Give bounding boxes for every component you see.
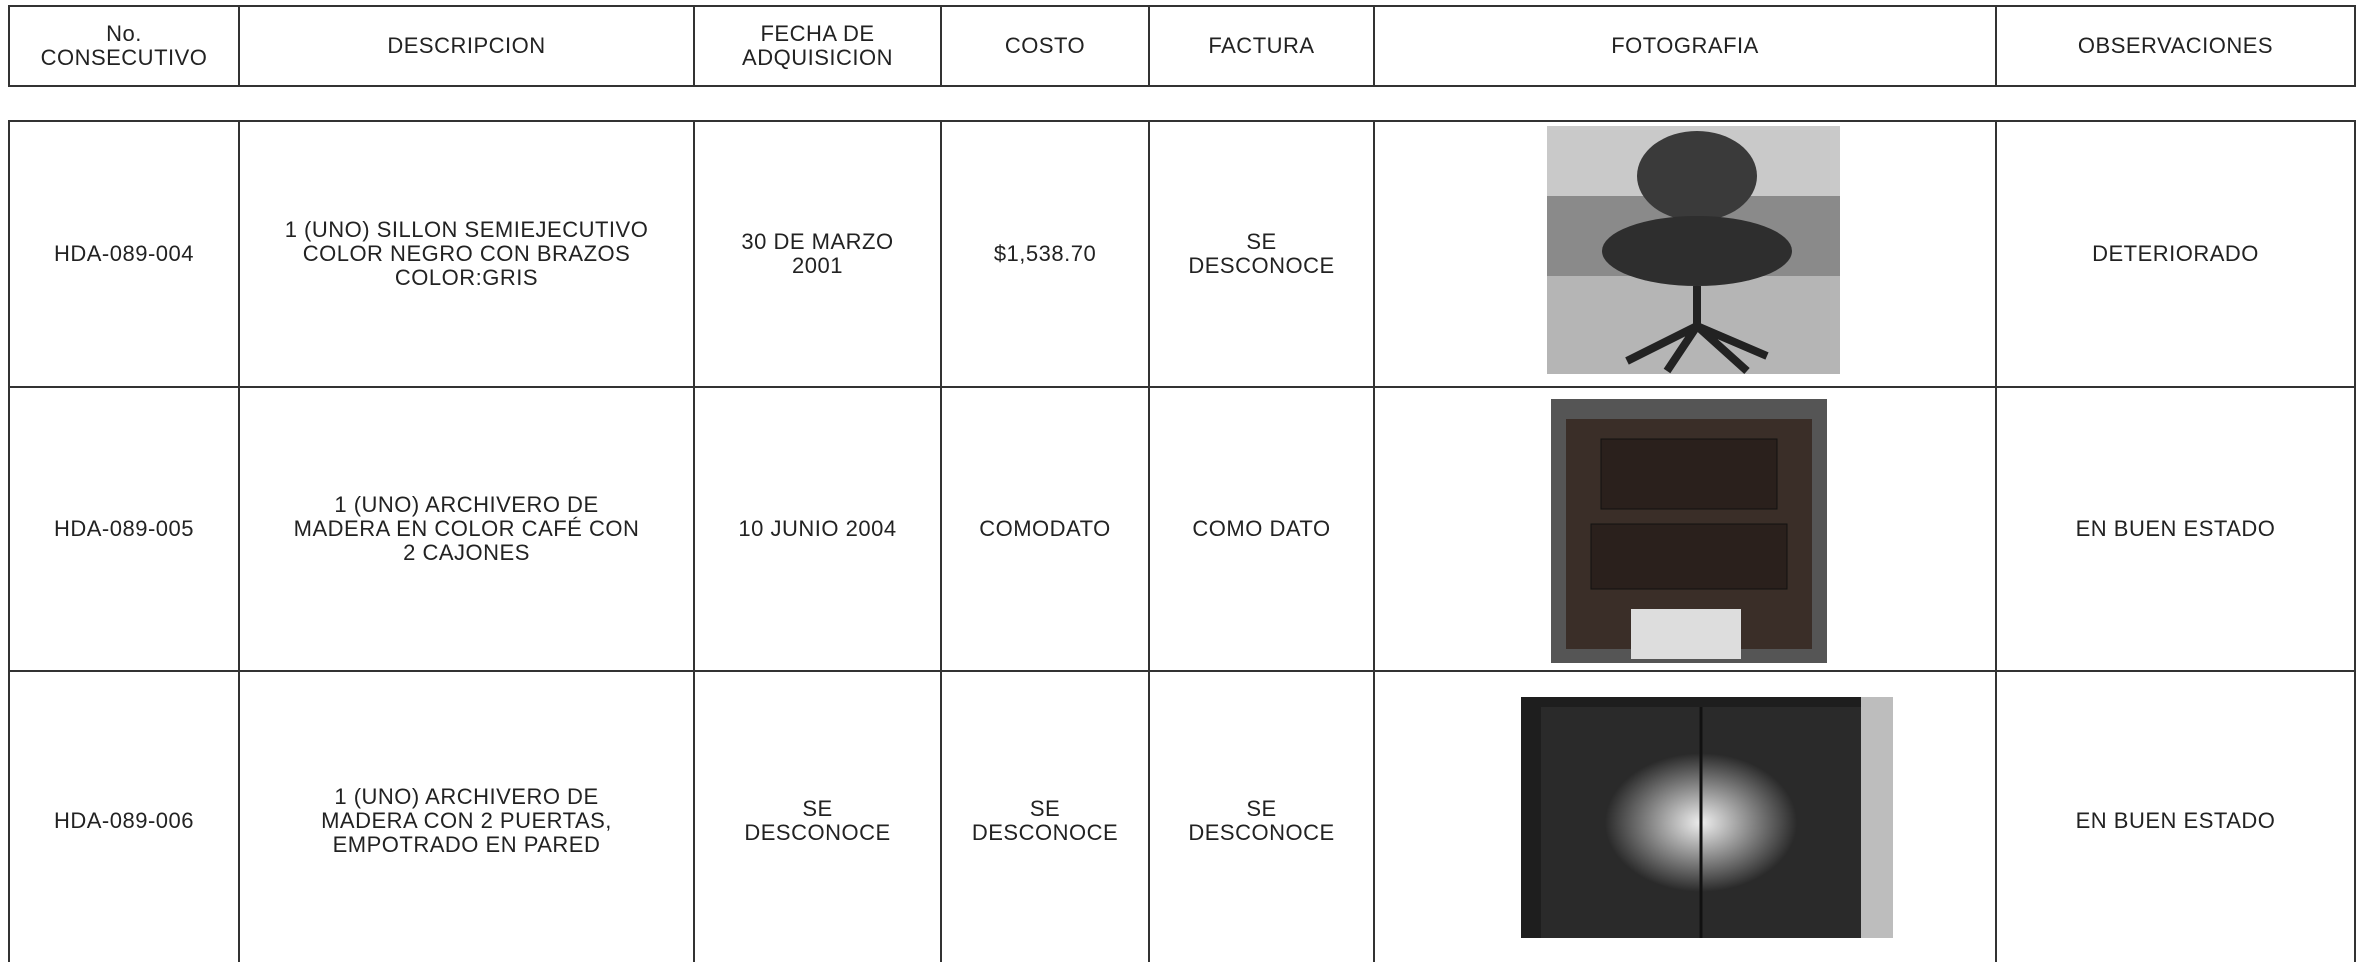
cell-text: FACTURA <box>1208 33 1315 58</box>
cell-text: COMODATO <box>979 516 1111 541</box>
cell-text: EN BUEN ESTADO <box>2075 808 2276 833</box>
table-cell: $1,538.70 <box>940 120 1150 388</box>
photo-built-in-cabinet <box>1521 697 1893 938</box>
table-cell: EN BUEN ESTADO <box>1995 670 2356 962</box>
table-cell: 1 (UNO) SILLON SEMIEJECUTIVO COLOR NEGRO… <box>238 120 695 388</box>
cell-text: COMO DATO <box>1192 516 1331 541</box>
table-cell: COMODATO <box>940 386 1150 672</box>
cell-text: SE DESCONOCE <box>744 796 891 845</box>
cell-text: $1,538.70 <box>993 241 1097 266</box>
cell-text: HDA-089-004 <box>53 241 194 266</box>
table-cell: COMO DATO <box>1148 386 1375 672</box>
table-cell: 10 JUNIO 2004 <box>693 386 942 672</box>
table-cell: COSTO <box>940 5 1150 87</box>
table-cell: HDA-089-005 <box>8 386 240 672</box>
photo-cabinet <box>1551 399 1827 663</box>
cell-text: No. CONSECUTIVO <box>40 21 208 70</box>
cell-text: COSTO <box>1004 33 1086 58</box>
table-cell: 30 DE MARZO 2001 <box>693 120 942 388</box>
cell-text: 1 (UNO) ARCHIVERO DE MADERA EN COLOR CAF… <box>293 492 640 565</box>
cell-text: 1 (UNO) ARCHIVERO DE MADERA CON 2 PUERTA… <box>321 784 612 857</box>
table-cell: HDA-089-004 <box>8 120 240 388</box>
table-cell: FACTURA <box>1148 5 1375 87</box>
table-cell: No. CONSECUTIVO <box>8 5 240 87</box>
cell-text: 10 JUNIO 2004 <box>738 516 897 541</box>
table-cell: DETERIORADO <box>1995 120 2356 388</box>
table-cell: SE DESCONOCE <box>1148 120 1375 388</box>
cell-text: FECHA DE ADQUISICION <box>742 21 893 70</box>
table-cell: FOTOGRAFIA <box>1373 5 1997 87</box>
cell-text: HDA-089-006 <box>53 808 194 833</box>
cell-text: 30 DE MARZO 2001 <box>741 229 894 278</box>
cell-text: HDA-089-005 <box>53 516 194 541</box>
table-cell: SE DESCONOCE <box>940 670 1150 962</box>
table-cell: SE DESCONOCE <box>693 670 942 962</box>
table-cell: EN BUEN ESTADO <box>1995 386 2356 672</box>
photo-chair <box>1547 126 1840 374</box>
cell-text: OBSERVACIONES <box>2077 33 2274 58</box>
cell-text: SE DESCONOCE <box>1188 229 1335 278</box>
table-cell: SE DESCONOCE <box>1148 670 1375 962</box>
table-cell: 1 (UNO) ARCHIVERO DE MADERA CON 2 PUERTA… <box>238 670 695 962</box>
table-cell: 1 (UNO) ARCHIVERO DE MADERA EN COLOR CAF… <box>238 386 695 672</box>
table-cell: FECHA DE ADQUISICION <box>693 5 942 87</box>
table-cell: DESCRIPCION <box>238 5 695 87</box>
cell-text: DESCRIPCION <box>387 33 546 58</box>
cell-text: 1 (UNO) SILLON SEMIEJECUTIVO COLOR NEGRO… <box>284 217 649 290</box>
cell-text: DETERIORADO <box>2092 241 2259 266</box>
cell-text: EN BUEN ESTADO <box>2075 516 2276 541</box>
cell-text: SE DESCONOCE <box>971 796 1119 845</box>
cell-text: SE DESCONOCE <box>1188 796 1335 845</box>
table-cell: HDA-089-006 <box>8 670 240 962</box>
cell-text: FOTOGRAFIA <box>1611 33 1759 58</box>
table-cell: OBSERVACIONES <box>1995 5 2356 87</box>
